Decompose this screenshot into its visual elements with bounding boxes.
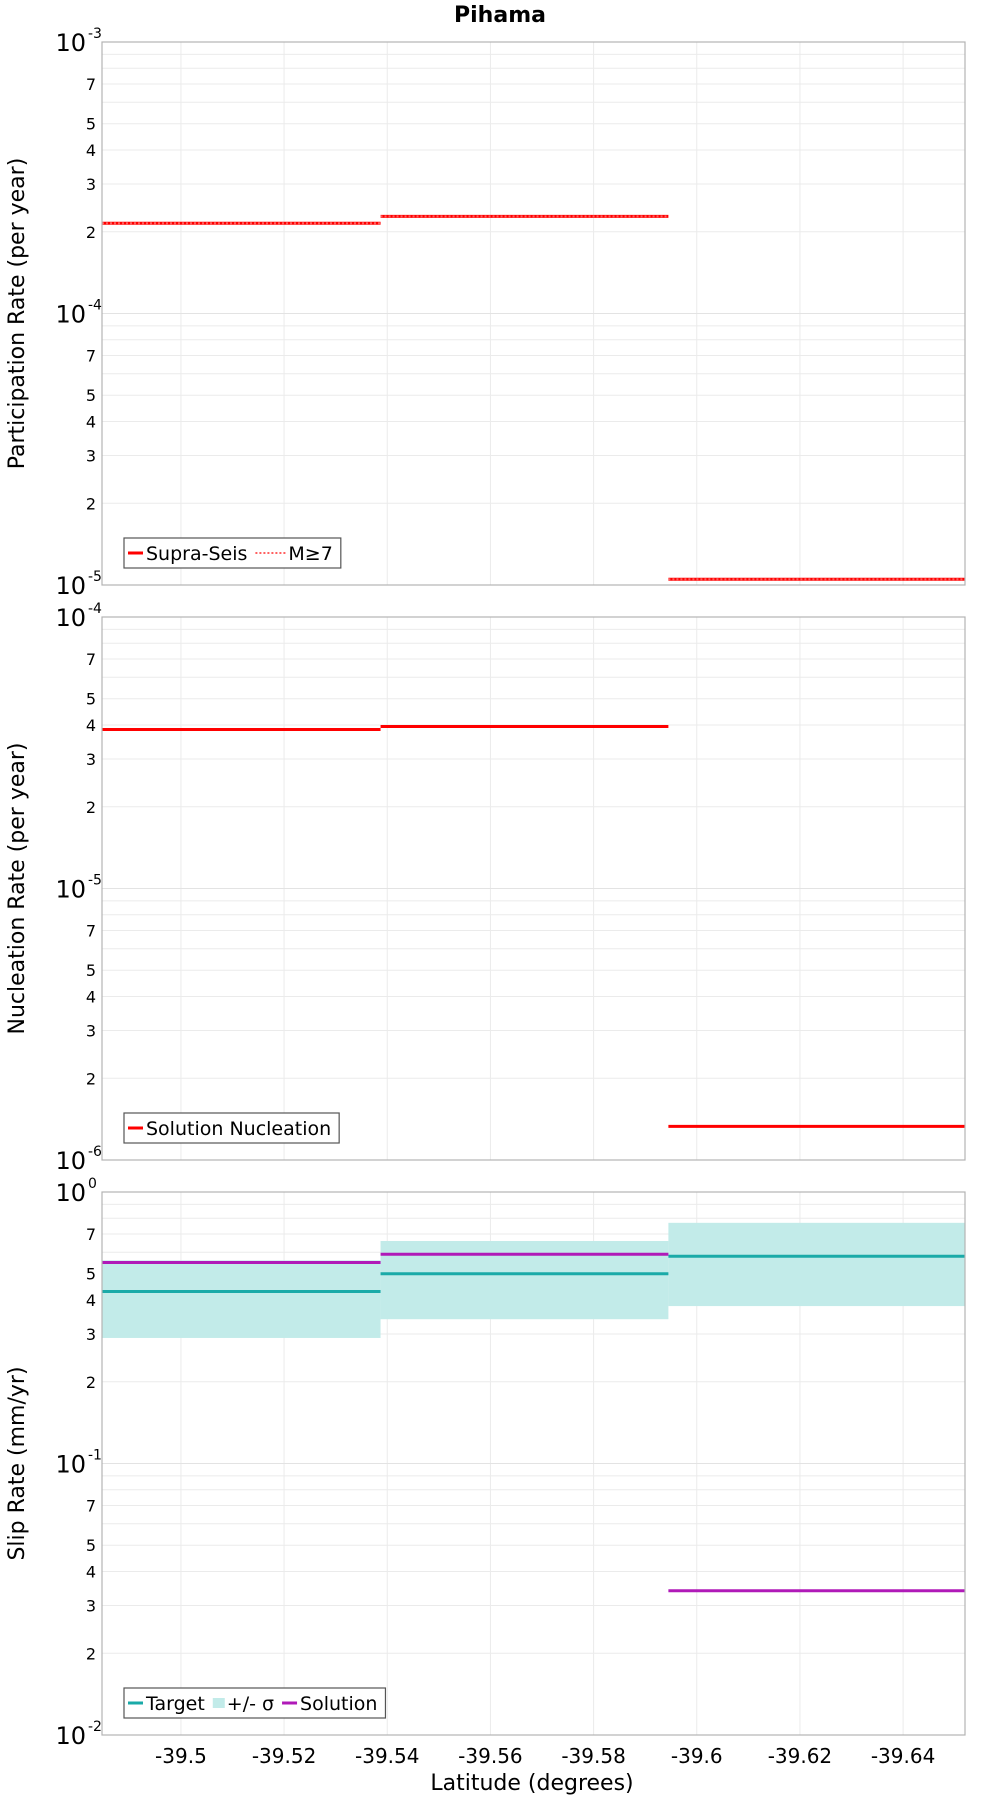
plot-frame [101,1191,966,1736]
x-tick-label: -39.54 [355,1744,419,1768]
y-tick-label: 7 [86,347,96,366]
x-tick-label: -39.6 [671,1744,723,1768]
legend: Solution Nucleation [123,1112,340,1144]
x-tick-label: -39.5 [155,1744,207,1768]
legend-label: +/- σ [227,1693,274,1715]
x-tick-label: -39.52 [252,1744,316,1768]
y-tick-label: 7 [86,922,96,941]
y-tick-label: 2 [86,1644,96,1663]
x-tick-label: -39.58 [561,1744,625,1768]
legend-box [123,1687,387,1719]
y-tick-exponent: -4 [88,601,102,617]
y-tick-label: 3 [86,446,96,465]
legend: Supra-Seis M≥7 [123,537,342,569]
y-tick-label: 5 [86,115,96,134]
y-tick-label: 3 [86,750,96,769]
sigma-band [668,1222,965,1307]
y-tick-label: 5 [86,386,96,405]
y-axis-label: Participation Rate (per year) [5,158,30,470]
legend-box [123,537,342,569]
y-tick-label: 2 [86,223,96,242]
y-tick-exponent: 0 [88,1176,97,1192]
y-tick-exponent: -3 [88,26,102,42]
sigma-band [102,1260,381,1338]
legend-box [123,1112,340,1144]
x-tick-label: -39.62 [768,1744,832,1768]
y-tick-exponent: -5 [88,569,102,585]
y-tick-label: 7 [86,75,96,94]
y-tick-label: 10 [55,29,86,57]
y-tick-label: 2 [86,1373,96,1392]
x-tick-label: -39.56 [458,1744,522,1768]
y-tick-label: 2 [86,494,96,513]
legend-label: Supra-Seis [146,543,247,565]
y-tick-label: 10 [55,301,86,329]
y-tick-label: 10 [55,604,86,632]
chart-title: Pihama [454,3,546,28]
y-tick-label: 10 [55,572,86,600]
x-tick-label: -39.64 [871,1744,935,1768]
y-tick-exponent: -2 [88,1719,102,1735]
y-tick-exponent: -1 [88,1448,102,1464]
y-tick-label: 5 [86,1265,96,1284]
plot-frame [101,41,966,586]
x-axis-label: Latitude (degrees) [430,1771,633,1796]
legend-label: Solution [300,1693,377,1715]
y-tick-label: 4 [86,413,96,432]
legend-label: Solution Nucleation [146,1118,331,1140]
y-tick-label: 7 [86,1497,96,1516]
y-tick-label: 3 [86,175,96,194]
y-tick-label: 10 [55,1722,86,1750]
plot-frame [101,616,966,1161]
y-tick-label: 2 [86,1069,96,1088]
y-tick-label: 4 [86,141,96,160]
y-tick-label: 4 [86,716,96,735]
y-tick-label: 2 [86,798,96,817]
y-tick-label: 4 [86,1291,96,1310]
y-tick-label: 4 [86,1563,96,1582]
legend: Target +/- σ Solution [123,1687,387,1719]
y-tick-label: 10 [55,1179,86,1207]
y-tick-label: 5 [86,1536,96,1555]
y-tick-label: 3 [86,1596,96,1615]
y-tick-label: 5 [86,961,96,980]
y-tick-exponent: -6 [88,1144,102,1160]
y-tick-label: 3 [86,1021,96,1040]
y-tick-label: 5 [86,690,96,709]
legend-label: Target [145,1693,205,1715]
legend-swatch [212,1698,225,1708]
y-tick-label: 7 [86,1225,96,1244]
y-tick-label: 10 [55,876,86,904]
y-tick-label: 3 [86,1325,96,1344]
y-tick-label: 10 [55,1147,86,1175]
y-tick-label: 7 [86,650,96,669]
y-tick-exponent: -4 [88,298,102,314]
x-axis-ticks: -39.5 -39.52 -39.54 -39.56 -39.58 -39.6 -39.62… [155,1744,935,1768]
legend-label: M≥7 [288,543,332,565]
y-axis-label: Nucleation Rate (per year) [5,743,30,1035]
y-tick-label: 4 [86,988,96,1007]
y-tick-exponent: -5 [88,873,102,889]
y-tick-label: 10 [55,1451,86,1479]
y-axis-label: Slip Rate (mm/yr) [5,1366,30,1560]
